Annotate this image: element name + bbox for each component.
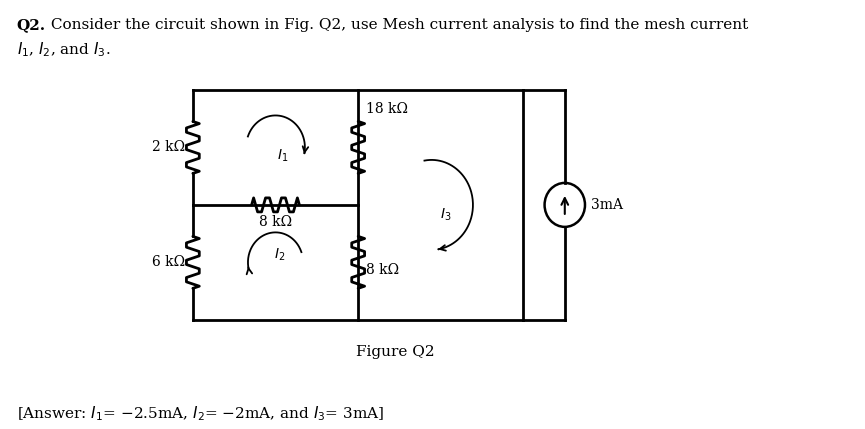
Text: Q2.: Q2. <box>16 18 46 32</box>
Text: 8 kΩ: 8 kΩ <box>366 263 399 278</box>
Text: $I_3$: $I_3$ <box>439 207 452 223</box>
Text: 2 kΩ: 2 kΩ <box>152 140 185 154</box>
Text: $I_2$: $I_2$ <box>274 246 285 263</box>
Text: $I_1$, $I_2$, and $I_3$.: $I_1$, $I_2$, and $I_3$. <box>16 40 110 59</box>
Text: 18 kΩ: 18 kΩ <box>366 102 407 116</box>
Text: Consider the circuit shown in Fig. Q2, use Mesh current analysis to find the mes: Consider the circuit shown in Fig. Q2, u… <box>46 18 748 32</box>
Text: Figure Q2: Figure Q2 <box>356 345 434 359</box>
Text: 3mA: 3mA <box>591 198 623 212</box>
Text: [Answer: $I_1$= $-$2.5mA, $I_2$= $-$2mA, and $I_3$= 3mA]: [Answer: $I_1$= $-$2.5mA, $I_2$= $-$2mA,… <box>16 405 384 423</box>
Text: 6 kΩ: 6 kΩ <box>152 255 185 269</box>
Text: 8 kΩ: 8 kΩ <box>259 215 292 229</box>
Text: $I_1$: $I_1$ <box>277 147 289 163</box>
